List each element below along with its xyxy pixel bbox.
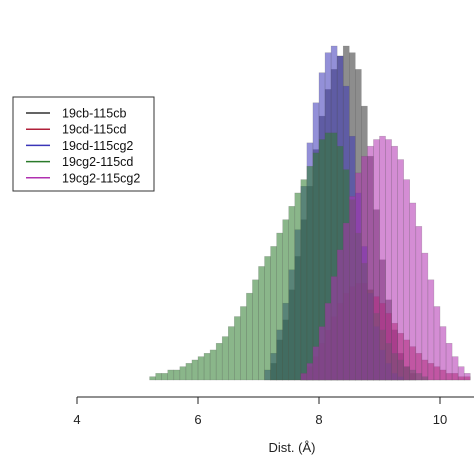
histogram-bar (427, 279, 435, 381)
histogram-bar (373, 139, 380, 381)
x-tick-label: 6 (194, 412, 201, 427)
series-19cg2-115cg2 (300, 135, 471, 381)
histogram-bar (385, 139, 392, 381)
legend-label: 19cg2-115cd (62, 155, 133, 169)
histogram-bar (463, 373, 471, 381)
x-tick-label: 8 (315, 412, 322, 427)
histogram-bar (367, 145, 374, 381)
histogram-bar (445, 343, 453, 381)
histogram-bar (221, 336, 229, 381)
histogram-bar (306, 363, 314, 381)
histogram-bar (403, 179, 411, 381)
histogram-bar (240, 306, 247, 381)
histogram-bar (197, 356, 205, 381)
histogram-bar (433, 306, 441, 381)
histogram-bar (306, 165, 314, 381)
histogram-bar (294, 192, 302, 381)
histogram-bar (276, 232, 283, 381)
x-axis-ticks: 4 6 8 10 (73, 397, 447, 427)
x-axis-title: Dist. (Å) (269, 440, 316, 455)
histogram-bar (312, 346, 320, 381)
legend-label: 19cg2-115cg2 (62, 171, 140, 185)
histogram-bar (312, 152, 320, 381)
histogram-bar (397, 159, 404, 381)
histogram-bar (215, 343, 223, 381)
legend-label: 19cb-115cb (62, 107, 126, 121)
plot-area (149, 45, 471, 381)
histogram-bar (349, 196, 356, 381)
histogram-bar (300, 373, 308, 381)
histogram-bar (173, 369, 181, 381)
histogram-bar (336, 249, 344, 381)
histogram-bar (246, 292, 253, 381)
histogram-bar (318, 326, 326, 381)
histogram-bar (361, 155, 368, 381)
histogram-bar (209, 349, 217, 381)
histogram-bar (451, 356, 459, 381)
histogram-bar (355, 172, 362, 381)
histogram-bar (191, 359, 199, 381)
histogram-bar (149, 376, 156, 381)
legend-label: 19cd-115cg2 (62, 139, 133, 153)
histogram-bar (234, 316, 241, 381)
histogram-bar (288, 206, 296, 381)
histogram-bar (264, 256, 271, 381)
histogram-bar (185, 363, 193, 381)
histogram-bar (330, 276, 338, 381)
histogram-bar (228, 326, 235, 381)
histogram-bar (421, 252, 429, 381)
histogram-bar (457, 366, 465, 381)
histogram-bar (270, 246, 277, 381)
x-tick-label: 4 (73, 412, 80, 427)
histogram-bar (391, 145, 398, 381)
histogram-bar (155, 373, 162, 381)
histogram-bar (161, 373, 168, 381)
histogram-bar (439, 326, 447, 381)
x-tick-label: 10 (433, 412, 447, 427)
histogram-bar (409, 202, 417, 381)
histogram-bar (300, 179, 308, 381)
histogram-bar (258, 266, 265, 381)
histogram-bar (179, 366, 187, 381)
histogram-bar (203, 353, 211, 381)
histogram-bar (415, 226, 423, 381)
histogram-bar (252, 279, 259, 381)
histogram-bar (379, 135, 386, 381)
legend: 19cb-115cb 19cd-115cd 19cd-115cg2 19cg2-115… (12, 96, 155, 192)
histogram-bar (324, 302, 332, 381)
histogram-bar (167, 369, 175, 381)
histogram-bar (282, 219, 290, 381)
legend-label: 19cd-115cd (62, 123, 126, 137)
legend-items: 19cb-115cb 19cd-115cd 19cd-115cg2 19cg2-115… (26, 107, 140, 185)
histogram-bar (342, 222, 350, 381)
